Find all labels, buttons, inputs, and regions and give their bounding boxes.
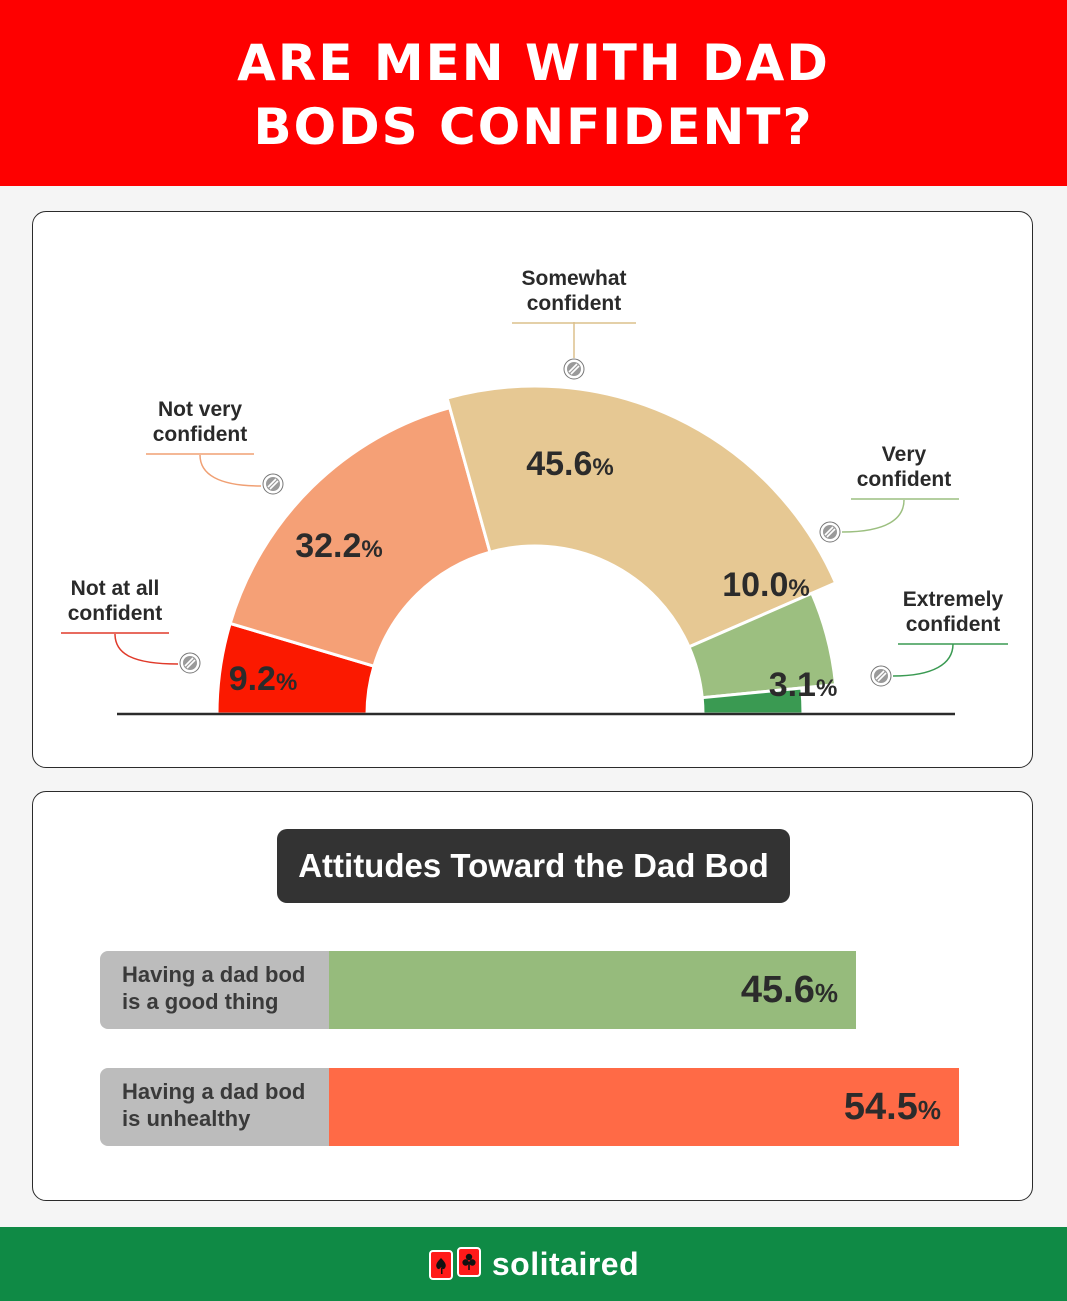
segment-marker	[870, 665, 892, 687]
playing-cards-icon	[428, 1247, 481, 1280]
value-label: 3.1%	[769, 666, 838, 704]
bar-category-label: Having a dad bod is a good thing	[100, 951, 329, 1029]
bar-fill	[329, 951, 856, 1029]
page-title: ARE MEN WITH DAD BODS CONFIDENT?	[237, 34, 830, 156]
footer-bar: solitaired	[0, 1227, 1067, 1301]
category-label: Somewhat confident	[521, 267, 626, 315]
bar-value-label: 54.5%	[843, 1086, 941, 1128]
gauge-segment	[445, 384, 838, 649]
value-label: 9.2%	[229, 660, 298, 698]
attitudes-chart-panel: Attitudes Toward the Dad Bod Having a da…	[32, 791, 1033, 1201]
category-label: Very confident	[857, 443, 952, 491]
bar-value-label: 45.6%	[740, 969, 838, 1011]
leader-line	[199, 454, 262, 487]
segment-marker	[563, 358, 585, 380]
value-label: 32.2%	[295, 527, 383, 565]
confidence-chart-panel: 9.2% 32.2% 45.6% 10.0% 3.1% Not at all confide…	[32, 211, 1033, 768]
segment-marker	[262, 473, 284, 495]
category-label: Extremely confident	[903, 588, 1004, 636]
brand-name: solitaired	[491, 1245, 640, 1282]
bar-category-label: Having a dad bod is unhealthy	[100, 1068, 329, 1146]
value-label: 45.6%	[526, 445, 614, 483]
bar-fill	[329, 1068, 959, 1146]
value-label: 10.0%	[722, 566, 810, 604]
attitudes-title: Attitudes Toward the Dad Bod	[298, 847, 769, 884]
brand-logo: solitaired	[428, 1246, 639, 1283]
leader-line	[114, 633, 179, 665]
category-label: Not very confident	[153, 398, 248, 446]
segment-marker	[179, 652, 201, 674]
leader-line	[841, 499, 905, 533]
category-label: Not at all confident	[68, 577, 163, 625]
gauge-segment	[228, 405, 492, 669]
gauge-segment	[687, 591, 838, 700]
confidence-gauge-chart: 9.2% 32.2% 45.6% 10.0% 3.1% Not at all confide…	[61, 267, 1008, 716]
leader-line	[892, 643, 954, 677]
attitudes-title-box: Attitudes Toward the Dad Bod	[277, 829, 790, 903]
header-banner: ARE MEN WITH DAD BODS CONFIDENT?	[0, 0, 1067, 186]
segment-marker	[819, 521, 841, 543]
